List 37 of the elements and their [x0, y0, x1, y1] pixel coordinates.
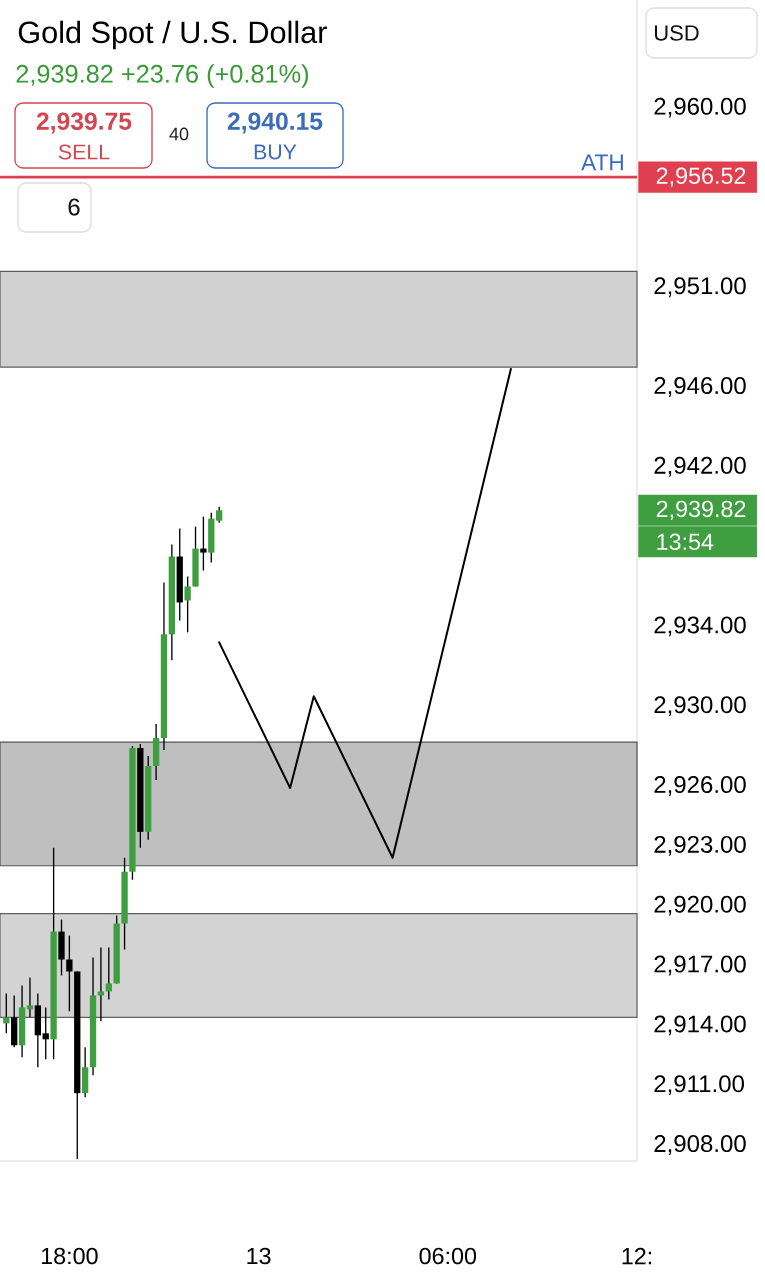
ref-line-label: ATH: [581, 154, 623, 171]
candlestick: [3, 992, 10, 1034]
x-tick-label: 13: [247, 1247, 271, 1265]
y-tick-label: 2,920.00: [654, 895, 746, 916]
annotation: 2,940.15: [227, 112, 323, 134]
y-tick-label: 2,908.00: [654, 1135, 746, 1155]
candlestick: [105, 946, 112, 1001]
text: 2,956.52: [656, 167, 746, 187]
x-tick-label: 18:00: [41, 1247, 98, 1265]
candlestick: [42, 1006, 49, 1060]
text: 2,939.82 +23.76 (+0.81%): [16, 64, 309, 88]
text: USD: [654, 25, 699, 41]
candlestick: [97, 946, 105, 1023]
y-tick-label: 2,960.00: [654, 97, 746, 118]
y-tick-label: 2,917.00: [654, 955, 746, 976]
text: 2,939.82: [656, 500, 746, 520]
candlestick: [66, 934, 73, 1013]
y-tick-label: 2,930.00: [654, 696, 746, 717]
y-tick-label: 2,926.00: [654, 776, 746, 796]
x-tick-label: 12:: [622, 1247, 652, 1265]
y-tick-label: 2,951.00: [654, 277, 746, 298]
text: Gold Spot / U.S. Dollar: [18, 20, 327, 50]
x-tick-label: 06:00: [419, 1247, 477, 1265]
y-tick-label: 2,914.00: [654, 1015, 746, 1036]
candlestick: [200, 515, 207, 572]
y-tick-label: 2,934.00: [654, 616, 746, 637]
y-tick-label: 2,942.00: [654, 456, 746, 477]
annotation: 6: [68, 198, 80, 216]
y-tick-label: 2,911.00: [654, 1075, 744, 1096]
annotation: 40: [169, 127, 189, 141]
annotation: BUY: [254, 144, 297, 160]
candlestick: [26, 976, 34, 1019]
y-tick-label: 2,923.00: [654, 835, 746, 856]
annotation: SELL: [58, 144, 110, 160]
annotation: 2,939.75: [36, 112, 132, 134]
y-tick-label: 2,946.00: [654, 377, 746, 397]
text: 13:54: [657, 533, 714, 551]
